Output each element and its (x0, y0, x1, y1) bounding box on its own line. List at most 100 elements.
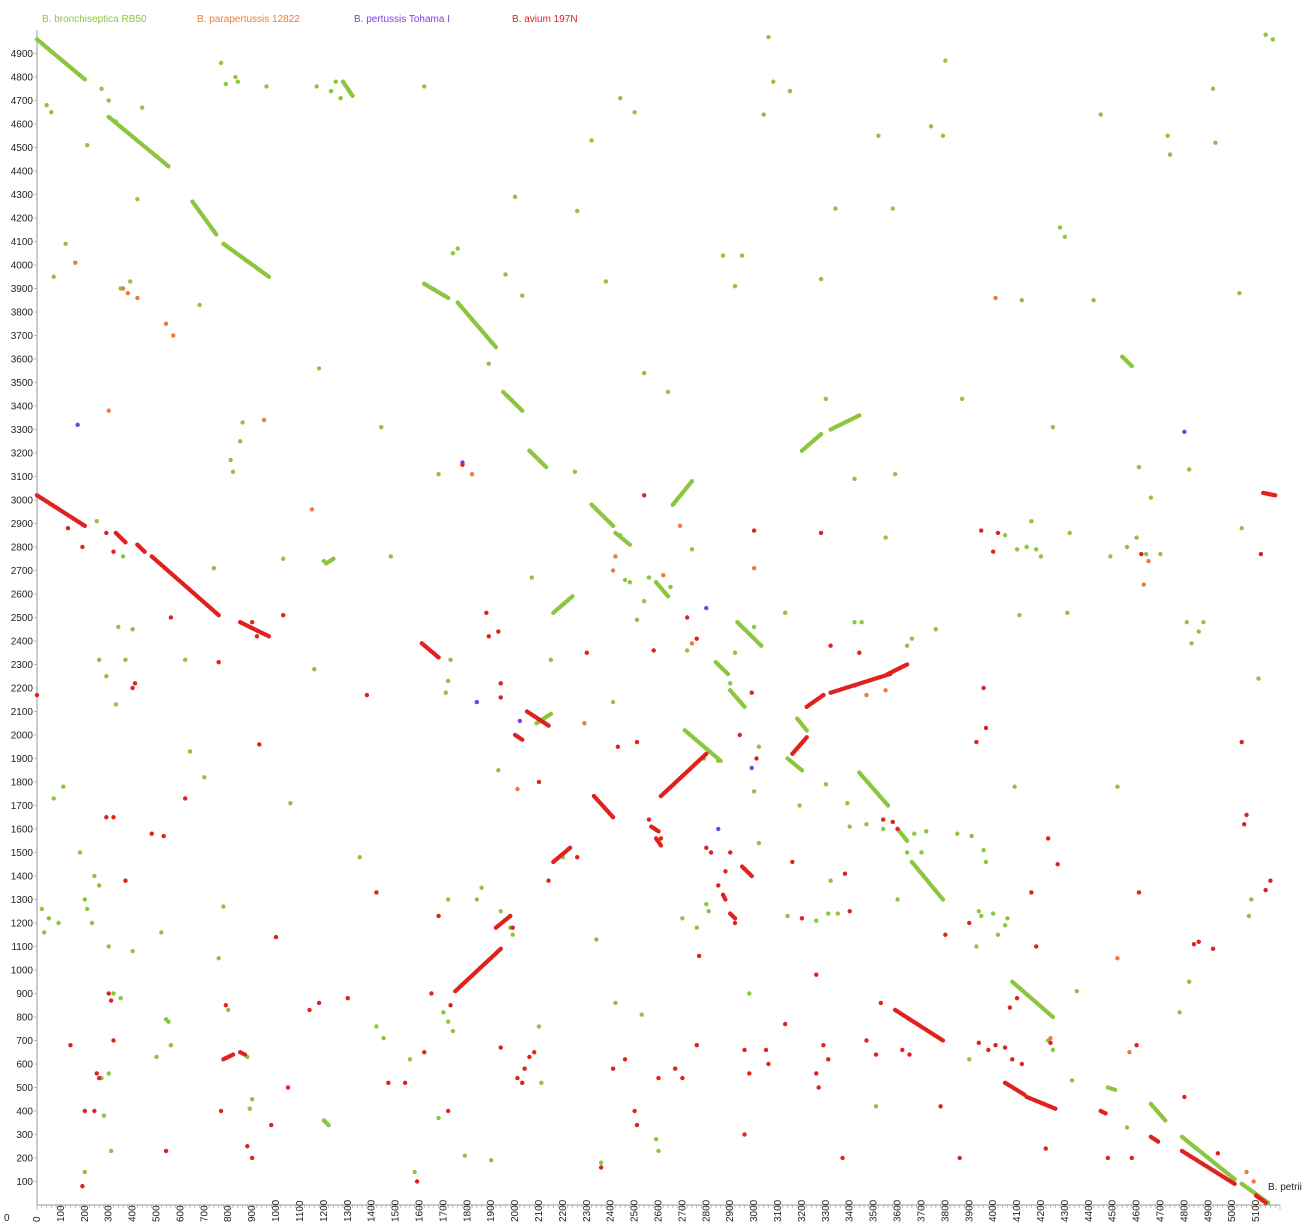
match-point (883, 688, 888, 693)
match-point (520, 737, 525, 742)
match-point (469, 471, 475, 477)
match-point (766, 34, 771, 40)
x-tick-label: 1400 (367, 1199, 378, 1222)
match-point (641, 370, 647, 376)
series-2 (75, 422, 1187, 832)
match-point (84, 906, 90, 912)
match-point (634, 739, 640, 745)
match-point (1043, 1146, 1048, 1151)
match-point (613, 554, 618, 559)
match-point (75, 422, 80, 427)
match-point (51, 796, 56, 801)
match-point (1141, 582, 1146, 587)
match-point (1258, 551, 1264, 557)
match-point (610, 1066, 616, 1071)
series-1 (73, 260, 1256, 1184)
match-point (462, 1153, 468, 1158)
match-point (823, 782, 829, 787)
match-point (41, 930, 47, 935)
match-point (990, 911, 996, 916)
match-point (873, 1104, 879, 1109)
match-point (995, 932, 1001, 937)
y-tick-label: 2800 (11, 543, 34, 554)
x-tick-label: 700 (199, 1205, 210, 1222)
match-point (108, 998, 114, 1003)
match-point (1112, 1087, 1118, 1093)
match-point (106, 991, 111, 996)
match-point (1019, 1061, 1025, 1067)
match-point (82, 1108, 88, 1114)
x-tick-label: 3500 (869, 1199, 880, 1222)
match-point (883, 535, 888, 540)
match-point (610, 699, 616, 705)
legend-bronchiseptica: B. bronchiseptica RB50 (42, 14, 147, 25)
y-tick-label: 3800 (11, 308, 34, 319)
x-tick-label: 3000 (749, 1199, 760, 1222)
match-point (818, 432, 824, 437)
match-point (493, 345, 499, 350)
match-point (82, 897, 88, 902)
marks (34, 32, 1278, 1205)
match-point (374, 890, 379, 895)
match-point (933, 627, 938, 632)
match-point (543, 464, 549, 470)
match-point (904, 662, 910, 667)
match-point (909, 636, 915, 641)
match-point (445, 678, 451, 684)
match-point (1163, 1118, 1168, 1123)
match-point (582, 721, 587, 726)
match-point (125, 291, 131, 296)
match-point (328, 88, 334, 94)
match-point (307, 1007, 312, 1013)
match-point (842, 871, 848, 876)
match-point (321, 558, 327, 564)
match-point (309, 507, 315, 512)
match-point (1007, 1005, 1013, 1010)
match-point (149, 831, 154, 836)
match-point (818, 530, 824, 536)
match-point (575, 208, 580, 214)
x-tick-label: 500 (152, 1205, 163, 1222)
match-point (257, 742, 262, 747)
match-point (96, 657, 102, 662)
match-point (285, 1085, 291, 1090)
match-point (82, 1169, 88, 1175)
match-point (82, 77, 88, 82)
match-point (412, 1169, 417, 1175)
match-point (1246, 913, 1252, 919)
match-point (1182, 1094, 1187, 1100)
x-tick-label: 2200 (558, 1199, 569, 1222)
match-point (1139, 551, 1144, 557)
match-point (1124, 544, 1130, 550)
match-point (720, 253, 726, 258)
y-tick-label: 3300 (11, 425, 34, 436)
match-point (345, 996, 350, 1001)
match-point (646, 817, 652, 822)
match-point (589, 138, 594, 143)
match-point (818, 276, 824, 282)
x-tick-label: 1700 (438, 1199, 449, 1222)
match-point (520, 293, 525, 298)
match-point (245, 1144, 250, 1149)
match-point (763, 1047, 769, 1053)
match-point (51, 274, 56, 279)
match-point (123, 878, 128, 883)
match-point (797, 803, 802, 808)
match-point (694, 636, 699, 641)
match-point (694, 1043, 699, 1048)
match-point (171, 333, 176, 338)
match-point (536, 779, 542, 785)
match-point (716, 826, 721, 832)
match-point (197, 302, 202, 308)
match-point (94, 1071, 99, 1076)
match-point (89, 920, 95, 926)
match-point (804, 728, 809, 733)
x-tick-label: 5100 (1251, 1199, 1262, 1222)
match-point (995, 530, 1001, 536)
match-point (828, 878, 833, 883)
match-point (1108, 554, 1113, 559)
y-tick-label: 3900 (11, 284, 34, 295)
match-point (706, 909, 711, 914)
match-point (919, 850, 924, 855)
match-point (211, 565, 217, 571)
